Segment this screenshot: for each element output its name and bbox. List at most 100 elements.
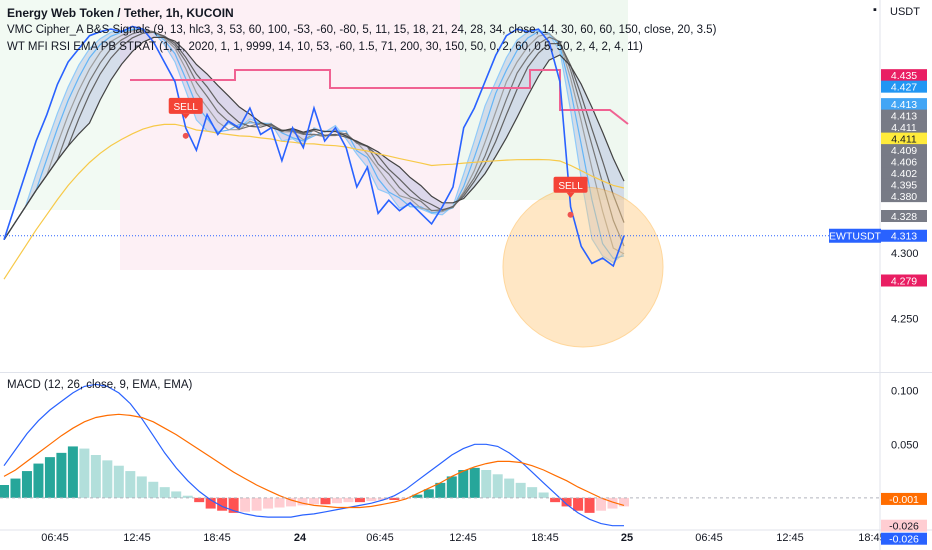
macd-layer bbox=[0, 383, 880, 527]
macd-hist-bar bbox=[573, 497, 584, 511]
macd-hist-bar bbox=[67, 446, 78, 498]
bull-zone bbox=[0, 0, 120, 210]
price-label-13: 4.279 bbox=[891, 276, 917, 288]
pane-separator[interactable] bbox=[0, 372, 932, 373]
time-tick-2: 18:45 bbox=[203, 532, 231, 544]
ema-yellow-line bbox=[3, 123, 625, 280]
price-label-2: 4.413 bbox=[891, 99, 917, 111]
macd-hist-bar bbox=[412, 494, 423, 498]
time-tick-7: 25 bbox=[621, 532, 633, 544]
indicator-vmc[interactable]: VMC Cipher_A B&S Signals (9, 13, hlc3, 3… bbox=[7, 24, 717, 36]
macd-signal-line bbox=[3, 413, 625, 509]
time-tick-3: 24 bbox=[294, 532, 307, 544]
sell-dot bbox=[567, 211, 574, 218]
upper-band-line bbox=[130, 69, 629, 125]
menu-dot-icon[interactable]: ▪ bbox=[873, 4, 877, 16]
price-layer: SELL SELL bbox=[0, 25, 880, 348]
price-label-bg bbox=[881, 98, 927, 111]
sell-badge bbox=[168, 97, 203, 114]
macd-tick-0: 0.100 bbox=[891, 386, 919, 398]
ribbon-line-0 bbox=[3, 28, 625, 264]
time-tick-1: 12:45 bbox=[123, 532, 151, 544]
price-label-bg bbox=[881, 69, 927, 82]
ribbon-line-1 bbox=[3, 28, 625, 260]
header-title-row: Energy Web Token / Tether, 1h, KUCOIN bbox=[7, 6, 234, 20]
macd-hist-bar bbox=[21, 471, 32, 498]
macd-hist-bar bbox=[550, 497, 561, 503]
macd-hist-bar bbox=[274, 497, 285, 508]
macd-label-bg bbox=[881, 519, 927, 532]
indicator-wt-strat[interactable]: WT MFI RSI EMA PB STRAT (1, 1, 2020, 1, … bbox=[7, 41, 643, 53]
price-label-bg bbox=[881, 109, 927, 122]
macd-hist-bar bbox=[90, 455, 101, 498]
macd-hist-bar bbox=[240, 497, 251, 512]
macd-label-1: -0.026 bbox=[889, 521, 919, 533]
macd-hist-bar bbox=[194, 497, 205, 503]
macd-hist-bar bbox=[469, 467, 480, 498]
price-label-bg bbox=[881, 210, 927, 223]
price-label-bg bbox=[881, 167, 927, 180]
time-tick-0: 06:45 bbox=[41, 532, 69, 544]
currency-label: USDT bbox=[890, 6, 920, 18]
macd-hist-bar bbox=[354, 497, 365, 503]
indicator-macd[interactable]: MACD (12, 26, close, 9, EMA, EMA) bbox=[7, 379, 193, 391]
macd-hist-bar bbox=[297, 497, 308, 506]
symbol-title[interactable]: Energy Web Token / Tether, 1h, KUCOIN bbox=[7, 6, 234, 20]
macd-label-bg bbox=[881, 492, 927, 505]
time-tick-8: 06:45 bbox=[695, 532, 723, 544]
macd-hist-bar bbox=[366, 497, 377, 502]
sell-badge-label-1: SELL bbox=[558, 181, 583, 192]
price-label-layer: 4.4354.4274.4134.4134.4114.4114.4094.406… bbox=[829, 69, 927, 546]
ribbon-line-5 bbox=[3, 36, 625, 241]
macd-hist-bar bbox=[44, 457, 55, 498]
macd-hist-bar bbox=[228, 497, 239, 513]
macd-hist-bar bbox=[56, 452, 67, 498]
macd-hist-bar bbox=[377, 497, 388, 500]
macd-hist-bar bbox=[423, 489, 434, 498]
macd-hist-bar bbox=[492, 474, 503, 498]
price-label-bg bbox=[881, 229, 927, 242]
price-label-bg bbox=[881, 155, 927, 168]
ticker-badge: EWTUSDT bbox=[829, 231, 881, 243]
macd-hist-bar bbox=[286, 497, 297, 507]
macd-hist-bar bbox=[79, 448, 90, 498]
macd-hist-bar bbox=[481, 470, 492, 498]
price-label-1: 4.427 bbox=[891, 82, 917, 94]
macd-hist-bar bbox=[607, 497, 618, 509]
macd-hist-bar bbox=[148, 481, 159, 498]
time-tick-5: 12:45 bbox=[449, 532, 477, 544]
sell-badge bbox=[553, 176, 588, 193]
macd-hist-bar bbox=[343, 497, 354, 503]
price-label-bg bbox=[881, 80, 927, 93]
macd-hist-bar bbox=[561, 497, 572, 507]
price-label-bg bbox=[881, 178, 927, 191]
price-label-3: 4.413 bbox=[891, 111, 917, 123]
macd-hist-bar bbox=[538, 492, 549, 498]
price-label-7: 4.406 bbox=[891, 157, 917, 169]
macd-hist-bar bbox=[33, 463, 44, 498]
macd-hist-bar bbox=[331, 497, 342, 504]
macd-hist-bar bbox=[217, 497, 228, 511]
price-label-6: 4.409 bbox=[891, 145, 917, 157]
price-label-9: 4.395 bbox=[891, 180, 917, 192]
macd-hist-bar bbox=[320, 497, 331, 505]
price-label-11: 4.328 bbox=[891, 211, 917, 223]
macd-hist-bar bbox=[102, 460, 113, 498]
time-tick-9: 12:45 bbox=[776, 532, 804, 544]
price-tick-2: 4.250 bbox=[891, 314, 919, 326]
ribbon-line-4 bbox=[3, 31, 625, 241]
macd-label-0: -0.001 bbox=[889, 494, 919, 506]
ribbon-line-3 bbox=[3, 29, 625, 247]
macd-hist-bar bbox=[584, 497, 595, 513]
time-tick-10: 18:45 bbox=[858, 532, 886, 544]
macd-hist-bar bbox=[182, 495, 193, 498]
macd-hist-bar bbox=[159, 487, 170, 498]
price-tick-1: 4.300 bbox=[891, 248, 919, 260]
sell-dot bbox=[182, 132, 189, 139]
time-tick-4: 06:45 bbox=[366, 532, 394, 544]
highlight-circle bbox=[502, 186, 664, 348]
sell-badge-pointer bbox=[181, 113, 190, 119]
macd-hist-bar bbox=[263, 497, 274, 509]
macd-label-bg bbox=[881, 532, 927, 545]
